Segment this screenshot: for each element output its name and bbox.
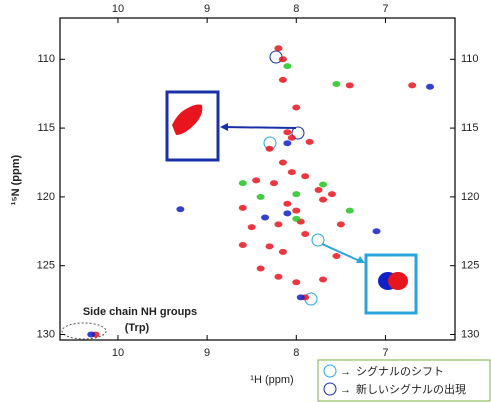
peak — [332, 253, 341, 260]
peak — [305, 138, 314, 145]
x-tick-label: 9 — [204, 3, 210, 15]
peak — [292, 104, 301, 111]
annotation: (Trp) — [125, 322, 150, 334]
legend-label: シグナルのシフト — [356, 364, 444, 378]
peak — [283, 129, 292, 136]
peak — [372, 228, 381, 235]
peak — [426, 83, 435, 90]
peak — [283, 63, 292, 70]
peak — [314, 187, 323, 194]
peak — [283, 140, 292, 147]
peak — [265, 145, 274, 152]
y-tick-label: 125 — [461, 260, 479, 272]
y-tick-label: 130 — [37, 328, 55, 340]
highlight-circle — [291, 126, 305, 140]
peak — [292, 191, 301, 198]
x-tick-label: 10 — [112, 3, 124, 15]
peak — [274, 221, 283, 228]
y-tick-label: 120 — [37, 191, 55, 203]
peak — [278, 248, 287, 255]
x-tick-label: 9 — [204, 347, 210, 359]
peak — [292, 207, 301, 214]
legend-arrow: → — [340, 366, 351, 378]
x-tick-label: 8 — [293, 3, 299, 15]
x-tick-label: 7 — [382, 3, 388, 15]
peak — [238, 242, 247, 249]
peak — [319, 196, 328, 203]
peak — [238, 204, 247, 211]
legend-icon — [323, 382, 337, 396]
peak — [247, 224, 256, 231]
y-tick-label: 110 — [461, 53, 479, 65]
peak — [332, 81, 341, 88]
peak — [283, 200, 292, 207]
peak — [261, 214, 270, 221]
peak — [252, 177, 261, 184]
peak — [292, 215, 301, 222]
peak — [287, 169, 296, 176]
y-tick-label: 125 — [37, 260, 55, 272]
peak — [274, 273, 283, 280]
peak — [336, 221, 345, 228]
peak — [256, 193, 265, 200]
peak — [238, 180, 247, 187]
peak — [292, 279, 301, 286]
peak — [345, 207, 354, 214]
peak — [265, 243, 274, 250]
peak — [345, 82, 354, 89]
annotation: Side chain NH groups — [83, 306, 197, 318]
peak — [327, 191, 336, 198]
peak — [296, 294, 305, 301]
arrow — [321, 243, 363, 263]
peak — [274, 45, 283, 52]
plot-frame — [59, 17, 456, 341]
y-tick-label: 115 — [461, 122, 479, 134]
arrow — [221, 126, 297, 129]
y-tick-label: 120 — [461, 191, 479, 203]
peak — [287, 134, 296, 141]
y-tick-label: 130 — [461, 328, 479, 340]
peak — [269, 180, 278, 187]
peak — [278, 56, 287, 63]
peak — [176, 206, 185, 213]
inset-blob — [388, 272, 408, 290]
y-tick-label: 110 — [37, 53, 55, 65]
legend-arrow: → — [340, 384, 351, 396]
x-axis-title: ¹H (ppm) — [250, 374, 293, 386]
inset-blob — [172, 104, 203, 135]
y-tick-label: 115 — [37, 122, 55, 134]
peak — [256, 265, 265, 272]
peak — [87, 331, 96, 338]
peak — [278, 76, 287, 83]
y-axis-title: ¹⁵N (ppm) — [10, 154, 22, 205]
peak — [319, 181, 328, 188]
peak — [319, 276, 328, 283]
highlight-circle — [311, 233, 325, 247]
x-tick-label: 8 — [293, 347, 299, 359]
peak — [301, 173, 310, 180]
peak — [408, 82, 417, 89]
arrow-head — [356, 256, 365, 263]
peak — [283, 210, 292, 217]
peak — [278, 159, 287, 166]
legend-label: 新しいシグナルの出現 — [356, 382, 466, 396]
legend-icon — [323, 364, 337, 378]
x-tick-label: 7 — [382, 347, 388, 359]
peak — [301, 231, 310, 238]
legend-box — [317, 359, 491, 402]
x-tick-label: 10 — [112, 347, 124, 359]
highlight-ellipse — [61, 322, 107, 340]
arrow-head — [220, 123, 228, 131]
